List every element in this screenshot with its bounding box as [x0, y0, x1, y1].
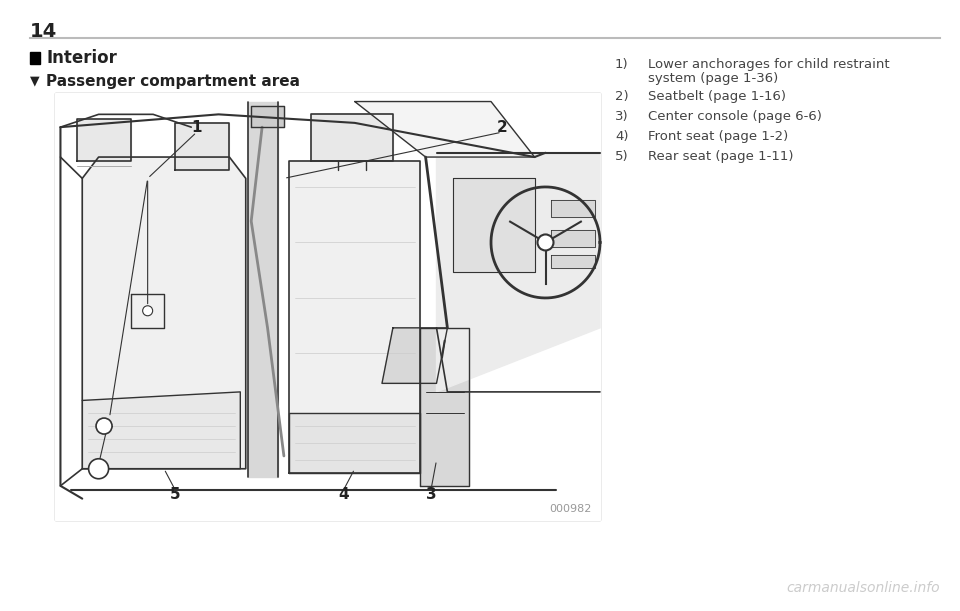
Text: 5: 5 — [170, 487, 180, 502]
Polygon shape — [175, 123, 229, 170]
Polygon shape — [83, 157, 246, 469]
Polygon shape — [249, 101, 278, 477]
Polygon shape — [437, 153, 600, 392]
Circle shape — [96, 418, 112, 434]
Circle shape — [538, 235, 554, 251]
Text: system (page 1-36): system (page 1-36) — [648, 72, 779, 85]
Text: 5): 5) — [615, 150, 629, 163]
Text: 4): 4) — [615, 130, 629, 143]
Text: 2): 2) — [615, 90, 629, 103]
Text: 3): 3) — [615, 110, 629, 123]
Bar — [30, 52, 40, 64]
Polygon shape — [551, 200, 594, 217]
Polygon shape — [551, 230, 594, 247]
Circle shape — [143, 306, 153, 316]
Text: 1): 1) — [615, 58, 629, 71]
Text: Passenger compartment area: Passenger compartment area — [46, 74, 300, 89]
Text: 1: 1 — [191, 120, 202, 134]
Text: Interior: Interior — [46, 49, 117, 67]
Text: 14: 14 — [30, 22, 58, 41]
Bar — [55, 93, 600, 520]
Polygon shape — [289, 161, 420, 473]
Text: Front seat (page 1-2): Front seat (page 1-2) — [648, 130, 788, 143]
Polygon shape — [77, 119, 132, 161]
Polygon shape — [355, 101, 535, 157]
Text: ▼: ▼ — [30, 74, 39, 87]
Polygon shape — [382, 328, 447, 383]
Text: 4: 4 — [339, 487, 349, 502]
Text: 2: 2 — [496, 120, 507, 134]
Text: 3: 3 — [425, 487, 437, 502]
Text: Seatbelt (page 1-16): Seatbelt (page 1-16) — [648, 90, 786, 103]
Text: Center console (page 6-6): Center console (page 6-6) — [648, 110, 822, 123]
Polygon shape — [289, 413, 420, 473]
Polygon shape — [311, 114, 393, 161]
Text: 000982: 000982 — [550, 504, 592, 514]
Text: Rear seat (page 1-11): Rear seat (page 1-11) — [648, 150, 794, 163]
Text: Lower anchorages for child restraint: Lower anchorages for child restraint — [648, 58, 890, 71]
Polygon shape — [420, 328, 469, 486]
Polygon shape — [55, 93, 600, 520]
Text: carmanualsonline.info: carmanualsonline.info — [786, 581, 940, 595]
Polygon shape — [252, 106, 284, 127]
Polygon shape — [551, 255, 594, 268]
Circle shape — [88, 459, 108, 479]
Polygon shape — [453, 178, 535, 273]
Polygon shape — [83, 392, 240, 469]
